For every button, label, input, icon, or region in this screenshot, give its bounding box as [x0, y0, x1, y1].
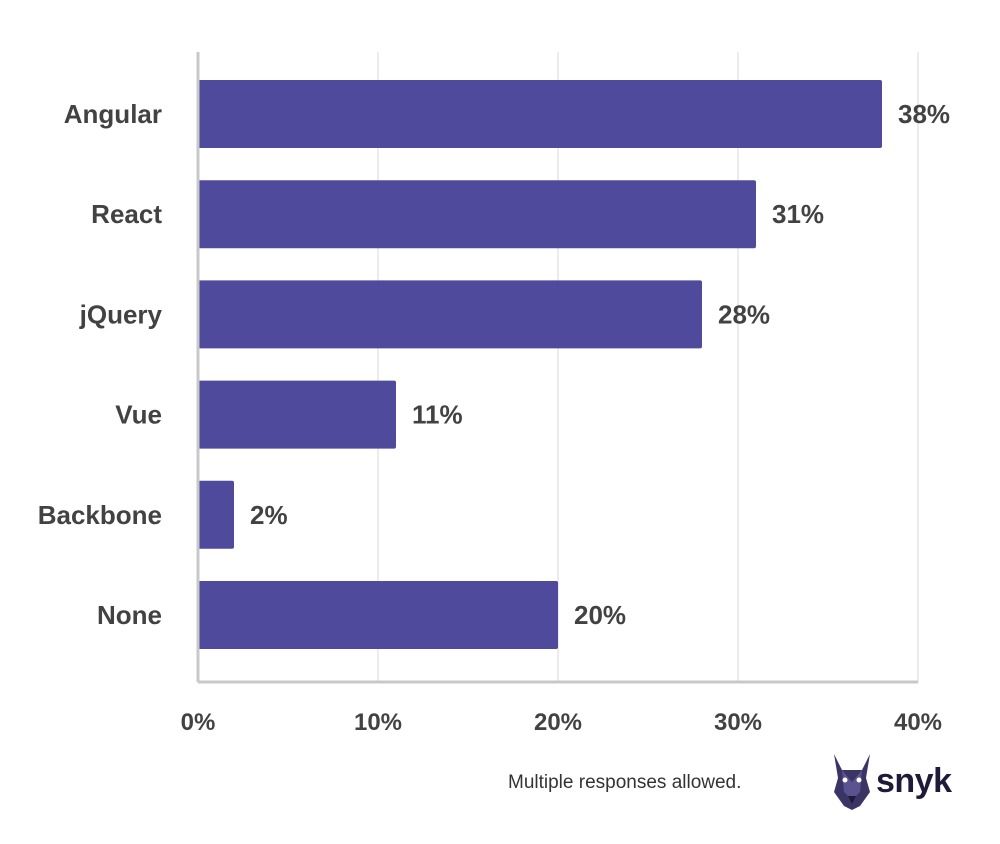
bar-vue	[198, 380, 396, 449]
bar-jquery	[198, 280, 702, 349]
x-tick-label: 40%	[894, 709, 942, 736]
data-label: 28%	[718, 299, 770, 329]
brand-name: snyk	[876, 762, 952, 800]
category-label: React	[91, 199, 162, 229]
category-label: Angular	[64, 99, 162, 129]
axes	[196, 52, 918, 684]
labels: 0% 10% 20% 30% 40% 38% Angular 31% React 28% jQuer…	[38, 99, 950, 736]
data-label: 38%	[898, 99, 950, 129]
bar-angular	[198, 80, 882, 148]
data-label: 11%	[412, 400, 463, 430]
bar-backbone	[198, 480, 234, 549]
bar-react	[198, 180, 756, 249]
x-tick-label: 10%	[354, 709, 402, 736]
x-tick-label: 30%	[714, 709, 762, 736]
grid-lines	[377, 52, 919, 682]
x-tick-label: 20%	[534, 709, 582, 736]
bars	[198, 80, 882, 649]
category-label: Backbone	[38, 500, 162, 530]
doberman-logo-icon	[834, 754, 870, 810]
category-label: Vue	[115, 400, 162, 430]
x-tick-label: 0%	[181, 709, 216, 736]
category-label: jQuery	[79, 299, 163, 329]
brand-logo: snyk	[830, 752, 952, 812]
data-label: 31%	[772, 199, 824, 229]
data-label: 20%	[574, 600, 626, 630]
footnote: Multiple responses allowed.	[508, 772, 742, 793]
bar-none	[198, 581, 558, 649]
data-label: 2%	[250, 500, 288, 530]
category-label: None	[97, 600, 162, 630]
